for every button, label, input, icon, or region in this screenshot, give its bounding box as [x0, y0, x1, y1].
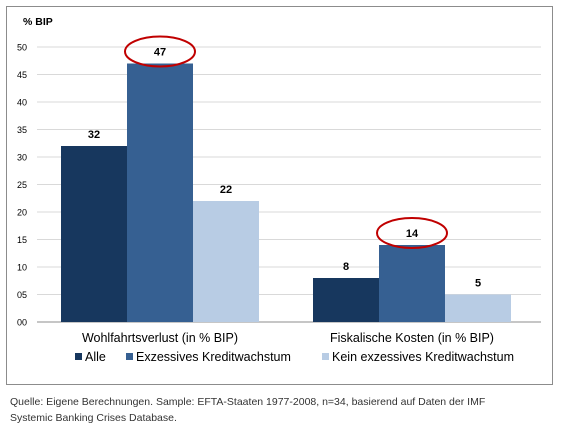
y-tick-label: 45	[17, 70, 27, 80]
legend-label: Kein exzessives Kreditwachstum	[332, 350, 514, 364]
bar	[379, 245, 445, 322]
data-label: 22	[220, 184, 232, 196]
bar	[61, 146, 127, 322]
data-label: 14	[406, 228, 419, 240]
bar	[193, 201, 259, 322]
legend-label: Alle	[85, 350, 106, 364]
data-label: 32	[88, 129, 100, 141]
data-label: 5	[475, 278, 481, 290]
highlight-ellipse	[124, 35, 196, 68]
y-tick-label: 40	[17, 98, 27, 108]
source-note: Quelle: Eigene Berechnungen. Sample: EFT…	[10, 394, 550, 426]
data-label: 8	[343, 261, 349, 273]
y-tick-label: 20	[17, 208, 27, 218]
y-tick-label: 10	[17, 263, 27, 273]
y-tick-label: 15	[17, 235, 27, 245]
y-tick-label: 35	[17, 125, 27, 135]
y-tick-label: 00	[17, 318, 27, 328]
legend-swatch	[322, 353, 329, 360]
data-label: 47	[154, 47, 166, 59]
bar	[127, 63, 193, 322]
bar	[313, 278, 379, 322]
legend-label: Exzessives Kreditwachstum	[136, 350, 291, 364]
y-tick-label: 50	[17, 43, 27, 53]
legend-swatch	[126, 353, 133, 360]
y-tick-label: 05	[17, 290, 27, 300]
y-tick-label: 25	[17, 180, 27, 190]
y-tick-label: 30	[17, 153, 27, 163]
y-axis-title: % BIP	[23, 16, 53, 28]
source-note-line-1: Quelle: Eigene Berechnungen. Sample: EFT…	[10, 396, 486, 408]
highlight-ellipse	[376, 217, 448, 249]
source-note-line-2: Systemic Banking Crises Database.	[10, 412, 177, 424]
legend-swatch	[75, 353, 82, 360]
bar	[445, 294, 511, 322]
x-category-label: Fiskalische Kosten (in % BIP)	[330, 331, 494, 345]
x-category-label: Wohlfahrtsverlust (in % BIP)	[82, 331, 238, 345]
bar-chart: % BIP 00 05 10 15 20 25 30 35 40 45 50 32 47 22 Wohlfah…	[17, 16, 541, 364]
